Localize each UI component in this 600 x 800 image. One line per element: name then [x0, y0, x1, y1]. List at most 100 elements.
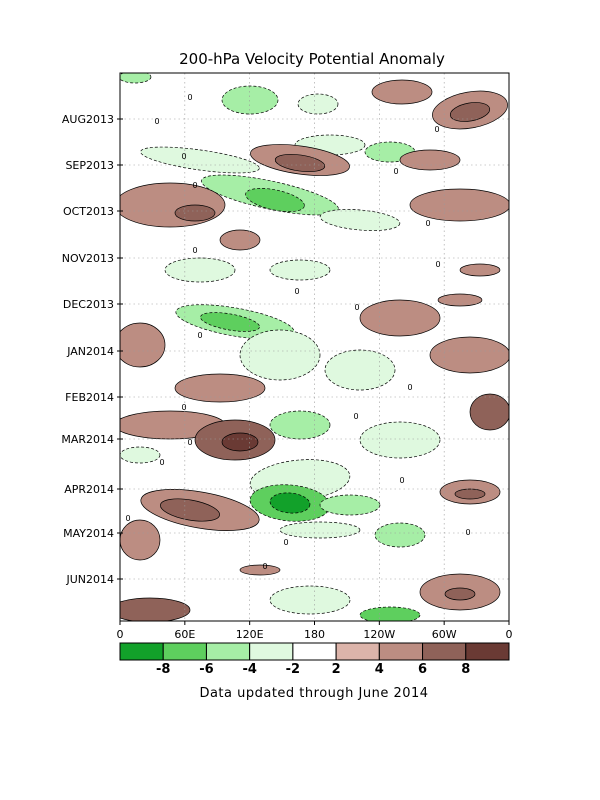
positive-anomaly-region: [239, 564, 281, 576]
negative-anomaly-region: [359, 606, 421, 621]
colorbar: -8 -6 -4 -2 2 4 6 8: [119, 642, 510, 677]
negative-anomaly-region: [279, 521, 361, 539]
positive-anomaly-region: [174, 204, 216, 222]
contour-labels: 0 0 0 0 0 0 0 0 0 0 0 0 0 0 0 0 0 0 0 0 0 0: [125, 93, 470, 571]
contour-label: 0: [399, 476, 404, 485]
contour-label: 0: [197, 331, 202, 340]
negative-anomaly-region: [324, 349, 396, 391]
y-tick-label: DEC2013: [63, 298, 114, 311]
negative-anomaly-region: [221, 85, 279, 115]
y-tick-label: AUG2013: [62, 113, 114, 126]
contour-label: 0: [159, 458, 164, 467]
contour-label: 0: [187, 93, 192, 102]
contour-label: 0: [353, 412, 358, 421]
contour-label: 0: [434, 125, 439, 134]
contour-label: 0: [435, 260, 440, 269]
positive-anomaly-region: [399, 149, 461, 171]
colorbar-swatch: [205, 642, 251, 661]
colorbar-swatch: [422, 642, 467, 661]
positive-anomaly-region: [160, 498, 220, 522]
positive-anomaly-region: [409, 188, 509, 222]
x-tick-label: 120W: [363, 628, 395, 641]
x-tick-label: 180: [304, 628, 325, 641]
colorbar-tick-label: -2: [286, 662, 300, 677]
contour-label: 0: [181, 152, 186, 161]
y-tick-label: SEP2013: [65, 159, 114, 172]
positive-anomaly-region: [469, 393, 509, 431]
negative-anomaly-region: [140, 146, 260, 174]
contour-label: 0: [465, 528, 470, 537]
negative-anomaly-region: [120, 73, 152, 84]
x-tick-label: 0: [506, 628, 513, 641]
positive-anomaly-region: [459, 263, 501, 277]
negative-anomaly-region: [164, 257, 236, 283]
colorbar-swatch: [378, 642, 424, 661]
positive-anomaly-region: [221, 432, 259, 452]
negative-anomaly-region: [269, 259, 331, 281]
positive-anomaly-region: [219, 229, 261, 251]
negative-anomaly-region: [200, 312, 260, 332]
y-tick-label: NOV2013: [62, 252, 114, 265]
contour-label: 0: [283, 538, 288, 547]
y-tick-label: JAN2014: [66, 345, 114, 358]
plot-area: 0 0 0 0 0 0 0 0 0 0 0 0 0 0 0 0 0 0 0 0 0 0: [120, 73, 509, 621]
colorbar-tick-label: 4: [375, 662, 384, 677]
negative-anomaly-region: [269, 410, 331, 440]
colorbar-swatch: [249, 642, 294, 661]
x-tick-label: 60W: [432, 628, 457, 641]
contour-label: 0: [192, 246, 197, 255]
positive-anomaly-region: [444, 587, 476, 601]
positive-anomaly-region: [359, 299, 441, 337]
negative-anomaly-region: [245, 188, 305, 212]
y-tick-label: MAY2014: [63, 527, 114, 540]
colorbar-swatch: [162, 642, 207, 661]
negative-anomaly-region: [359, 421, 441, 459]
y-tick-label: MAR2014: [61, 433, 114, 446]
chart-title: 200-hPa Velocity Potential Anomaly: [179, 50, 445, 68]
y-tick-label: OCT2013: [63, 205, 114, 218]
colorbar-tick-label: 8: [461, 662, 470, 677]
positive-anomaly-region: [429, 336, 509, 374]
positive-anomaly-region: [174, 373, 266, 403]
positive-anomaly-region: [371, 79, 433, 105]
anomaly-shading: [120, 73, 509, 621]
positive-anomaly-region: [120, 597, 191, 621]
update-note: Data updated through June 2014: [199, 686, 428, 701]
colorbar-swatch: [465, 642, 510, 661]
negative-anomaly-region: [374, 522, 426, 548]
negative-anomaly-region: [239, 329, 321, 381]
contour-label: 0: [187, 438, 192, 447]
grid: [120, 73, 509, 621]
negative-anomaly-region: [120, 446, 161, 464]
colorbar-tick-label: 6: [418, 662, 427, 677]
positive-anomaly-region: [120, 322, 166, 368]
colorbar-tick-label: -6: [199, 662, 213, 677]
negative-anomaly-region: [269, 585, 351, 615]
contour-label: 0: [354, 303, 359, 312]
positive-anomaly-region: [437, 293, 483, 307]
contour-label: 0: [192, 181, 197, 190]
contour-label: 0: [125, 514, 130, 523]
colorbar-swatch: [335, 642, 380, 661]
negative-anomaly-region: [297, 93, 339, 115]
positive-anomaly-region: [454, 488, 486, 500]
colorbar-tick-label: -4: [242, 662, 256, 677]
negative-anomaly-region: [319, 494, 381, 516]
contour-label: 0: [425, 219, 430, 228]
contour-label: 0: [294, 287, 299, 296]
positive-anomaly-region: [120, 519, 161, 561]
x-axis: 0 60E 120E 180 120W 60W 0: [117, 621, 513, 641]
positive-anomaly-region: [274, 153, 326, 173]
y-tick-label: APR2014: [64, 483, 114, 496]
positive-anomaly-region: [449, 102, 491, 122]
contour-label: 0: [154, 117, 159, 126]
y-tick-label: JUN2014: [65, 573, 114, 586]
y-tick-label: FEB2014: [65, 391, 114, 404]
colorbar-swatch: [119, 642, 164, 661]
contour-label: 0: [407, 383, 412, 392]
negative-anomaly-region: [319, 209, 401, 231]
contour-label: 0: [393, 167, 398, 176]
colorbar-tick-label: -8: [156, 662, 170, 677]
contour-label: 0: [181, 403, 186, 412]
